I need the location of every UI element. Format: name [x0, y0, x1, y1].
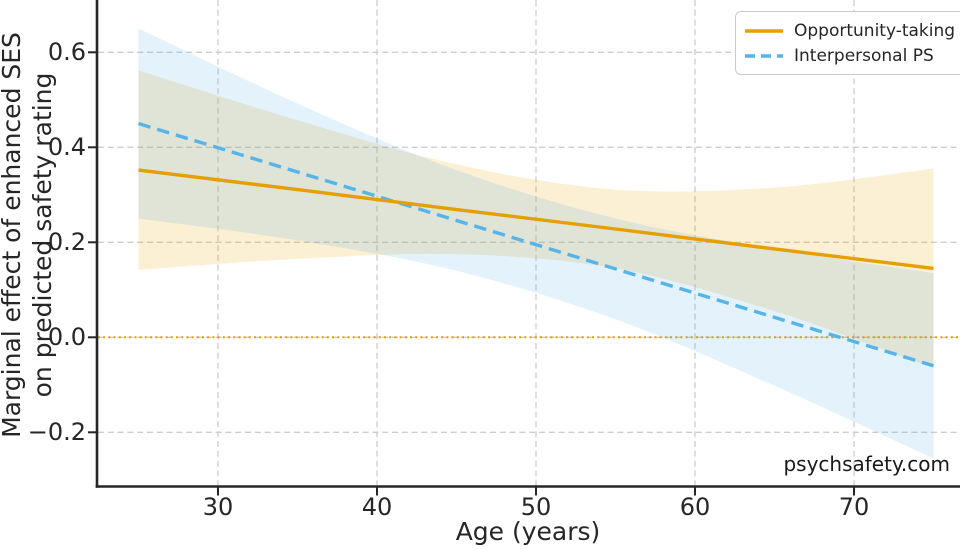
y-axis-label-line1: Marginal effect of enhanced SES: [0, 32, 26, 438]
legend-row-opportunity: Opportunity-taking: [744, 18, 960, 43]
x-tick-label: 70: [838, 493, 870, 521]
y-tick-label: 0.4: [47, 133, 86, 162]
legend-line-sample-solid-icon: [745, 28, 783, 33]
legend-label-interpersonal: Interpersonal PS: [794, 45, 934, 66]
y-tick-label: −0.2: [27, 418, 86, 447]
legend-row-interpersonal: Interpersonal PS: [744, 43, 960, 68]
y-axis-label: Marginal effect of enhanced SES on predi…: [0, 5, 58, 465]
series-line-opportunity: [138, 168, 934, 271]
x-tick-label: 60: [679, 493, 711, 521]
x-tick-label: 40: [361, 493, 393, 521]
legend-line-sample-dashed-icon: [745, 53, 783, 58]
watermark: psychsafety.com: [783, 452, 950, 476]
legend: Opportunity-taking Interpersonal PS: [735, 11, 960, 75]
y-tick-label: 0.0: [47, 323, 86, 352]
x-axis-label: Age (years): [455, 517, 601, 546]
x-tick-label: 50: [520, 493, 552, 521]
series-line-interpersonal: [138, 121, 934, 368]
y-axis-label-line2: on predicted safety rating: [28, 72, 57, 398]
x-tick-label: 30: [202, 493, 234, 521]
legend-label-opportunity: Opportunity-taking: [794, 20, 956, 41]
y-tick-label: 0.6: [47, 38, 86, 67]
y-tick-label: 0.2: [47, 228, 86, 257]
